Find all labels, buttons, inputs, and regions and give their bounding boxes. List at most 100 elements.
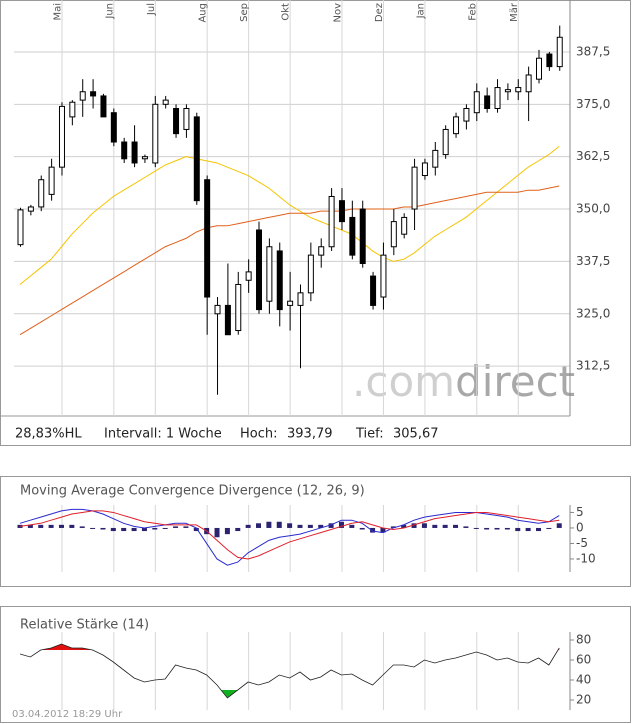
histogram-bar	[38, 524, 44, 528]
candle-body	[256, 229, 263, 311]
histogram-bar	[473, 527, 479, 529]
interval-info: Intervall: 1 Woche	[104, 427, 222, 442]
histogram-bar	[453, 524, 459, 528]
histogram-bar	[162, 527, 168, 529]
candle-body	[90, 91, 97, 97]
histogram-bar	[48, 524, 54, 528]
y-tick-label: 60	[576, 653, 591, 667]
histogram-bar	[256, 523, 262, 528]
month-label: Mär	[509, 2, 520, 22]
macd-title: Moving Average Convergence Divergence (1…	[20, 484, 365, 499]
candle-body	[224, 304, 231, 336]
y-tick-label: 80	[576, 633, 591, 647]
month-label: Jan	[415, 3, 426, 19]
y-tick-label: 40	[576, 673, 591, 687]
histogram-bar	[27, 524, 33, 528]
histogram-bar	[463, 526, 469, 528]
y-tick-label: 362,5	[576, 149, 610, 163]
month-label: Nov	[332, 3, 343, 23]
histogram-bar	[245, 524, 251, 528]
y-tick-label: 387,5	[576, 44, 610, 58]
histogram-bar	[121, 527, 127, 532]
histogram-bar	[504, 527, 510, 530]
candle-body	[183, 108, 190, 130]
candle-body	[349, 216, 356, 256]
histogram-bar	[183, 526, 189, 528]
candle-body	[110, 112, 117, 143]
histogram-bar	[525, 527, 531, 532]
histogram-bar	[69, 524, 75, 528]
histogram-bar	[266, 521, 272, 528]
candle-body	[328, 195, 335, 248]
candle-body	[276, 250, 283, 311]
moving-average	[19, 145, 560, 285]
candle-body	[58, 105, 65, 168]
candle-body	[204, 179, 211, 298]
candle-body	[38, 179, 45, 208]
moving-average	[19, 185, 560, 336]
histogram-bar	[494, 527, 500, 530]
histogram-bar	[235, 527, 241, 532]
candle-body	[100, 95, 107, 118]
histogram-bar	[276, 521, 282, 528]
candle-body	[484, 95, 491, 110]
month-label: Okt	[281, 3, 292, 21]
month-label: Jul	[146, 3, 157, 16]
histogram-bar	[556, 523, 562, 528]
histogram-bar	[442, 524, 448, 528]
candle-body	[173, 108, 180, 135]
histogram-bar	[173, 526, 179, 528]
macd-panel	[0, 476, 631, 587]
histogram-bar	[110, 527, 116, 532]
histogram-bar	[349, 524, 355, 528]
month-label: Mai	[52, 3, 63, 21]
histogram-bar	[17, 524, 23, 528]
y-tick-label: -10	[576, 551, 596, 565]
candle-body	[401, 216, 408, 235]
histogram-bar	[224, 527, 230, 535]
histogram-bar	[214, 527, 220, 538]
histogram-bar	[401, 524, 407, 528]
watermark-direct: direct	[455, 357, 575, 406]
candle-body	[536, 57, 542, 80]
y-tick-label: 312,5	[576, 359, 610, 373]
low-label: Tief:	[355, 427, 384, 442]
candle-body	[235, 283, 242, 332]
candle-body	[359, 208, 366, 265]
candle-body	[121, 141, 128, 160]
histogram-bar	[297, 524, 303, 528]
candle-body	[473, 91, 480, 114]
candle-body	[214, 304, 221, 315]
y-tick-label: 20	[576, 693, 591, 707]
low-value: 305,67	[393, 427, 439, 442]
candle-body	[131, 141, 138, 164]
candle-body	[380, 254, 387, 298]
candle-body	[152, 103, 159, 164]
histogram-bar	[131, 527, 137, 532]
candle-body	[504, 89, 511, 93]
histogram-bar	[152, 527, 158, 530]
candle-body	[338, 200, 345, 223]
histogram-bar	[484, 527, 490, 530]
candle-body	[453, 116, 460, 135]
candle-body	[266, 246, 273, 302]
histogram-bar	[79, 526, 85, 528]
histogram-bar	[307, 524, 313, 528]
histogram-bar	[370, 527, 376, 533]
high-value: 393,79	[287, 427, 333, 442]
histogram-bar	[193, 527, 199, 532]
histogram-bar	[318, 524, 324, 528]
candle-body	[162, 99, 169, 105]
candle-body	[17, 209, 24, 246]
y-tick-label: -5	[576, 536, 588, 550]
month-label: Jun	[104, 3, 115, 20]
histogram-bar	[515, 527, 521, 532]
overbought-area	[20, 644, 560, 650]
candle-body	[463, 108, 470, 122]
histogram-bar	[390, 526, 396, 528]
y-tick-label: 5	[576, 505, 584, 519]
candle-body	[141, 156, 148, 160]
rsi-panel	[0, 606, 631, 723]
candle-body	[421, 162, 428, 177]
